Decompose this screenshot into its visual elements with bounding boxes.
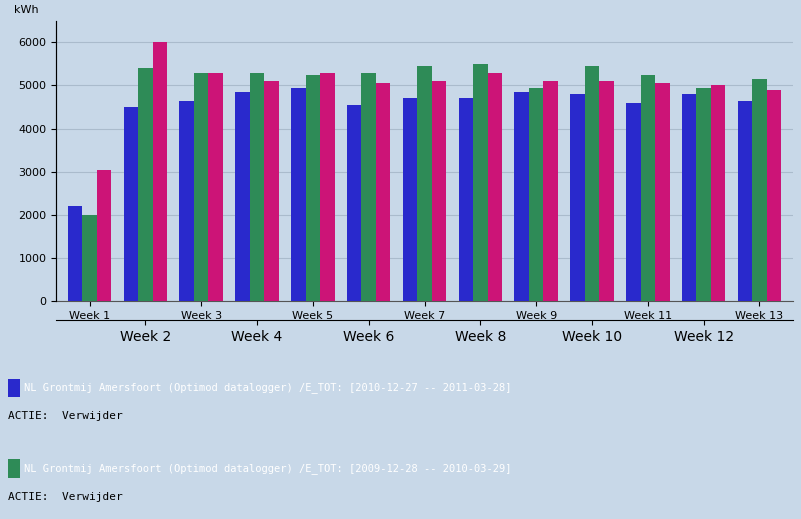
Text: ACTIE:  Verwijder: ACTIE: Verwijder	[8, 492, 123, 502]
Bar	[473, 64, 488, 301]
Bar	[626, 103, 641, 301]
Bar	[514, 92, 529, 301]
Text: NL Grontmij Amersfoort (Optimod datalogger) /E_TOT: [2009-12-28 -- 2010-03-29]: NL Grontmij Amersfoort (Optimod datalogg…	[24, 463, 512, 474]
Bar	[767, 90, 781, 301]
Bar	[208, 73, 223, 301]
Bar	[8, 378, 20, 398]
Bar	[320, 73, 335, 301]
Bar	[752, 79, 767, 301]
Bar	[153, 43, 167, 301]
Bar	[641, 75, 655, 301]
Text: ACTIE:  Verwijder: ACTIE: Verwijder	[8, 412, 123, 421]
Bar	[8, 459, 20, 477]
Bar	[138, 68, 153, 301]
Bar	[738, 101, 752, 301]
Bar	[459, 99, 473, 301]
Y-axis label: kWh: kWh	[14, 5, 39, 15]
Bar	[599, 81, 614, 301]
Bar	[347, 105, 361, 301]
Bar	[655, 83, 670, 301]
Bar	[432, 81, 446, 301]
Bar	[83, 215, 97, 301]
Bar	[291, 88, 306, 301]
Bar	[264, 81, 279, 301]
Bar	[529, 88, 543, 301]
Bar	[361, 73, 376, 301]
Bar	[403, 99, 417, 301]
Bar	[570, 94, 585, 301]
Text: NL Grontmij Amersfoort (Optimod datalogger) /E_TOT: [2010-12-27 -- 2011-03-28]: NL Grontmij Amersfoort (Optimod datalogg…	[24, 383, 512, 393]
Bar	[711, 86, 726, 301]
Bar	[250, 73, 264, 301]
Bar	[543, 81, 558, 301]
Bar	[488, 73, 502, 301]
Bar	[235, 92, 250, 301]
Bar	[417, 66, 432, 301]
Bar	[123, 107, 138, 301]
Bar	[682, 94, 696, 301]
Bar	[97, 170, 111, 301]
Bar	[696, 88, 711, 301]
Bar	[194, 73, 208, 301]
Bar	[585, 66, 599, 301]
Bar	[306, 75, 320, 301]
Bar	[179, 101, 194, 301]
Bar	[376, 83, 390, 301]
Bar	[68, 206, 83, 301]
